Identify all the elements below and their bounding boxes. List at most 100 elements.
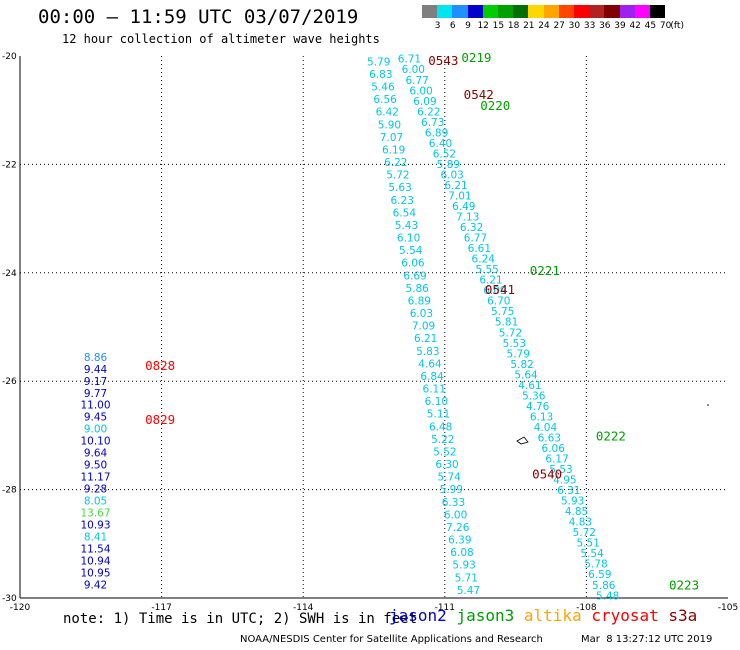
satellite-label-altika: altika [523, 606, 592, 625]
wave-height-value: 9.28 [84, 484, 107, 496]
legend-unit: (ft) [670, 21, 684, 31]
wave-height-value: 6.59 [588, 569, 611, 581]
lat-tick-label: -24 [2, 269, 17, 279]
legend-swatch [650, 5, 666, 18]
legend-label: 24 [538, 21, 550, 31]
wave-height-value: 6.09 [413, 96, 436, 108]
pass-time-label: 0219 [461, 50, 491, 65]
wave-height-value: 7.01 [448, 190, 471, 202]
wave-height-value: 5.89 [437, 159, 460, 171]
wave-height-value: 4.83 [569, 517, 592, 529]
legend-label: 36 [599, 21, 611, 31]
wave-height-value: 6.19 [382, 144, 405, 156]
wave-height-value: 6.77 [405, 75, 428, 87]
wave-height-value: 8.41 [84, 532, 107, 544]
satellite-label-cryosat: cryosat [591, 606, 669, 625]
wave-height-value: 6.08 [450, 547, 473, 559]
legend-swatch [513, 5, 529, 18]
wave-height-value: 6.22 [417, 106, 440, 118]
wave-height-value: 4.85 [565, 506, 588, 518]
satellite-label-s3a: s3a [668, 606, 698, 625]
wave-height-value: 5.74 [437, 472, 461, 484]
pass-time-label: 0222 [596, 428, 626, 443]
wave-height-value: 6.23 [391, 195, 414, 207]
wave-height-value: 4.64 [418, 358, 442, 370]
wave-height-value: 4.76 [526, 401, 550, 413]
wave-height-value: 9.50 [84, 460, 107, 472]
pass-time-label: 0220 [480, 98, 510, 113]
legend-swatch [422, 5, 438, 18]
legend-swatch [498, 5, 514, 18]
wave-height-value: 13.67 [80, 508, 110, 520]
legend-label: 70 [659, 21, 672, 31]
wave-height-value: 6.21 [479, 275, 502, 287]
satellite-label-jason2: jason2 [389, 606, 457, 625]
wave-height-value: 6.39 [448, 535, 471, 547]
satellite-legend: jason2 jason3 altika cryosat s3a [389, 606, 697, 625]
legend-swatch [467, 5, 483, 18]
island-marker [516, 436, 529, 445]
wave-height-value: 6.42 [376, 107, 399, 119]
wave-height-value: 6.32 [460, 222, 483, 234]
wave-height-value: 6.56 [373, 94, 397, 106]
wave-height-value: 8.05 [84, 496, 107, 508]
wave-height-value: 6.10 [425, 396, 448, 408]
legend-swatch [574, 5, 590, 18]
pass-time-label: 0542 [464, 87, 494, 102]
wave-height-value: 6.00 [402, 64, 425, 76]
wave-height-value: 6.00 [409, 85, 432, 97]
legend-swatch [619, 5, 635, 18]
wave-height-value: 11.17 [80, 472, 110, 484]
wave-height-value: 5.53 [503, 338, 526, 350]
wave-height-value: 5.46 [371, 82, 395, 94]
wave-height-value: 5.11 [427, 409, 450, 421]
generated-timestamp: Mar 8 13:27:12 UTC 2019 [581, 634, 713, 645]
wave-height-value: 9.44 [84, 364, 108, 376]
wave-height-value: 5.93 [452, 560, 475, 572]
page-title: 00:00 – 11:59 UTC 03/07/2019 [38, 6, 359, 28]
wave-height-value: 6.22 [384, 157, 407, 169]
wave-height-value: 5.99 [440, 484, 463, 496]
legend-label: 3 [434, 21, 441, 31]
wave-height-value: 6.10 [397, 233, 420, 245]
wave-height-value: 8.86 [84, 352, 108, 364]
wave-height-value: 6.54 [393, 207, 417, 219]
wave-height-value: 6.89 [408, 295, 431, 307]
legend-label: 18 [507, 21, 520, 31]
wave-height-value: 5.22 [431, 434, 454, 446]
wave-height-value: 11.00 [80, 400, 110, 412]
wave-height-value: 5.48 [596, 590, 619, 602]
wave-height-value: 9.42 [84, 579, 107, 591]
wave-height-value: 7.09 [412, 321, 435, 333]
wave-height-value: 6.00 [444, 509, 467, 521]
wave-height-value: 6.89 [425, 127, 448, 139]
wave-height-value: 6.48 [429, 421, 452, 433]
wave-height-value: 5.52 [433, 446, 456, 458]
wave-height-value: 5.81 [495, 317, 518, 329]
lon-tick-label: -111 [435, 603, 455, 613]
wave-height-value: 5.54 [399, 245, 423, 257]
wave-height-value: 5.93 [561, 496, 584, 508]
wave-height-value: 5.83 [416, 346, 439, 358]
pass-time-label: 0541 [485, 282, 515, 297]
lat-tick-label: -26 [2, 377, 17, 387]
wave-height-value: 6.83 [369, 69, 392, 81]
wave-height-value: 4.95 [553, 475, 576, 487]
wave-height-value: 5.47 [457, 585, 480, 597]
wave-height-value: 5.36 [522, 390, 546, 402]
wave-height-value: 4.04 [534, 422, 558, 434]
wave-height-value: 5.82 [510, 359, 533, 371]
wave-height-value: 6.52 [433, 148, 456, 160]
wave-height-value: 5.86 [592, 580, 616, 592]
pass-time-label: 0828 [145, 358, 175, 373]
lon-tick-label: -108 [576, 603, 597, 613]
wave-height-value: 10.10 [80, 436, 110, 448]
wave-height-value: 9.00 [84, 424, 107, 436]
wave-height-value: 5.71 [455, 572, 478, 584]
wave-height-value: 6.24 [472, 254, 496, 266]
wave-height-value: 5.43 [395, 220, 418, 232]
wave-height-value: 9.17 [84, 376, 107, 388]
island-marker [707, 404, 709, 406]
wave-height-value: 11.54 [80, 544, 110, 556]
